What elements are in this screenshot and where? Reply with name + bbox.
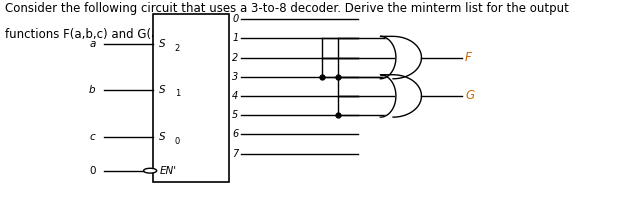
Text: EN': EN' xyxy=(160,166,176,176)
Text: 3: 3 xyxy=(232,72,238,82)
Text: c: c xyxy=(90,132,95,142)
Text: F: F xyxy=(465,51,472,64)
Text: 7: 7 xyxy=(232,148,238,159)
Text: 0: 0 xyxy=(175,137,180,146)
Text: 0: 0 xyxy=(232,14,238,24)
Text: b: b xyxy=(89,85,95,95)
Text: 1: 1 xyxy=(175,89,180,98)
Circle shape xyxy=(144,168,157,173)
Text: 6: 6 xyxy=(232,129,238,139)
Text: 2: 2 xyxy=(232,53,238,63)
Text: G: G xyxy=(465,89,474,102)
Polygon shape xyxy=(381,75,421,117)
Text: 0: 0 xyxy=(89,166,95,176)
Bar xyxy=(153,14,229,182)
Text: S: S xyxy=(160,85,166,95)
Text: 5: 5 xyxy=(232,110,238,120)
Text: a: a xyxy=(89,39,95,49)
Text: functions F(a,b,c) and G(a,b,c).: functions F(a,b,c) and G(a,b,c). xyxy=(6,28,188,41)
Text: Consider the following circuit that uses a 3-to-8 decoder. Derive the minterm li: Consider the following circuit that uses… xyxy=(6,2,570,15)
Text: S: S xyxy=(160,132,166,142)
Text: 4: 4 xyxy=(232,91,238,101)
Polygon shape xyxy=(381,36,421,79)
Text: S: S xyxy=(160,39,166,49)
Text: 1: 1 xyxy=(232,33,238,43)
Text: 2: 2 xyxy=(175,44,180,53)
